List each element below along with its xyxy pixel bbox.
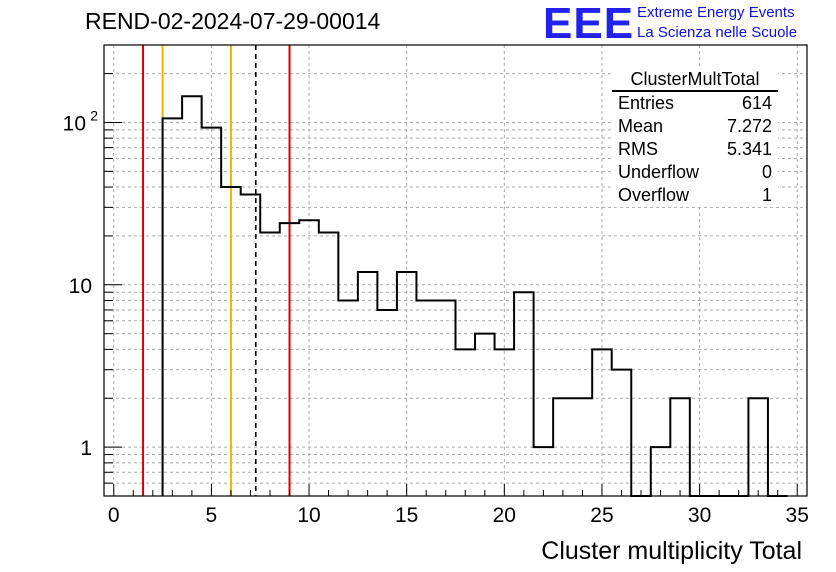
x-tick-label: 5	[206, 504, 218, 527]
histogram-bin	[612, 370, 632, 496]
x-tick-label: 25	[590, 504, 613, 527]
histogram-bin	[573, 398, 593, 496]
histogram-bin	[163, 118, 183, 496]
stats-box: ClusterMultTotal Entries 614 Mean 7.272 …	[612, 68, 778, 207]
stats-row-underflow: Underflow 0	[612, 161, 778, 184]
histogram-bin	[319, 232, 339, 496]
stats-label: Underflow	[618, 162, 700, 182]
histogram-bin	[377, 310, 397, 496]
plot-frame	[103, 44, 808, 497]
run-title: REND-02-2024-07-29-00014	[85, 8, 381, 34]
histogram-outline	[161, 95, 788, 497]
stats-label: Entries	[618, 93, 675, 113]
stats-label: RMS	[618, 139, 658, 159]
stats-value: 5.341	[726, 139, 772, 159]
stats-label: Overflow	[618, 185, 690, 205]
x-tick-label: 35	[786, 504, 809, 527]
histogram-bins	[161, 95, 788, 497]
y-tick-label: 10	[69, 275, 92, 298]
histogram-bin	[241, 194, 261, 496]
x-tick-label: 20	[493, 504, 516, 527]
stats-value: 0	[761, 162, 772, 182]
y-tick-exponent: 2	[90, 107, 98, 123]
eee-tagline-2: La Scienza nelle Scuole	[637, 24, 798, 41]
stats-value: 7.272	[726, 116, 772, 136]
histogram-bin	[456, 349, 476, 496]
histogram-bin	[260, 232, 280, 496]
histogram-bin	[514, 292, 534, 496]
histogram-bin	[416, 301, 436, 496]
stats-label: Mean	[618, 116, 664, 136]
x-tick-label: 10	[297, 504, 320, 527]
histogram-bin	[338, 301, 358, 496]
stats-row-mean: Mean 7.272	[612, 115, 778, 138]
stats-value: 1	[761, 185, 772, 205]
x-tick-label: 0	[108, 504, 120, 527]
eee-logo: EEE	[543, 0, 635, 48]
histogram-bin	[651, 447, 671, 496]
x-tick-label: 15	[395, 504, 418, 527]
x-axis-label: Cluster multiplicity Total	[541, 537, 802, 565]
stats-row-rms: RMS 5.341	[612, 138, 778, 161]
stats-row-overflow: Overflow 1	[612, 184, 778, 207]
histogram-bin	[475, 334, 495, 496]
x-tick-label: 30	[688, 504, 711, 527]
stats-title: ClusterMultTotal	[612, 68, 778, 92]
reference-lines	[142, 45, 291, 496]
stats-row-entries: Entries 614	[612, 92, 778, 115]
y-tick-label: 10	[63, 112, 86, 135]
histogram-bin	[182, 96, 202, 496]
eee-tagline-1: Extreme Energy Events	[637, 4, 795, 21]
y-tick-label: 1	[80, 437, 92, 460]
stats-value: 614	[741, 93, 772, 113]
